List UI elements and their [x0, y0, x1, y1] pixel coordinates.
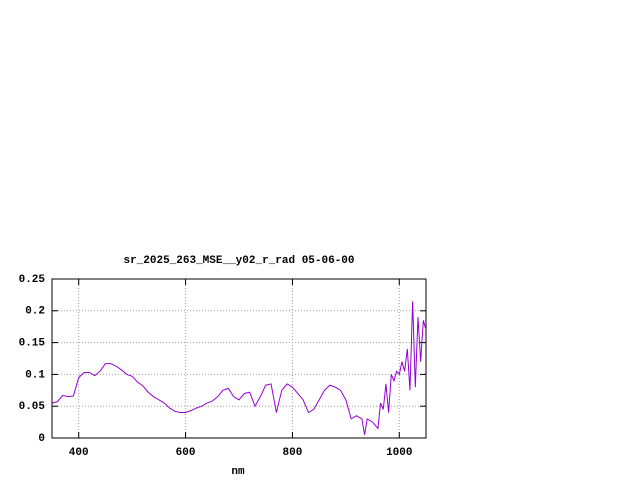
- x-axis-label: nm: [231, 466, 245, 478]
- y-tick-label: 0.15: [19, 338, 46, 350]
- y-tick-label: 0.2: [25, 306, 45, 318]
- y-tick-label: 0: [38, 433, 45, 445]
- x-tick-label: 1000: [386, 447, 412, 459]
- y-tick-label: 0.25: [19, 274, 46, 286]
- plot-border: [51, 278, 427, 439]
- chart-title: sr_2025_263_MSE__y02_r_rad 05-06-00: [123, 255, 354, 267]
- y-tick-label: 0.05: [19, 401, 46, 413]
- x-tick-label: 800: [283, 447, 303, 459]
- x-tick-label: 600: [176, 447, 196, 459]
- y-tick-label: 0.1: [25, 369, 45, 381]
- data-line: [51, 301, 427, 435]
- x-tick-label: 400: [69, 447, 89, 459]
